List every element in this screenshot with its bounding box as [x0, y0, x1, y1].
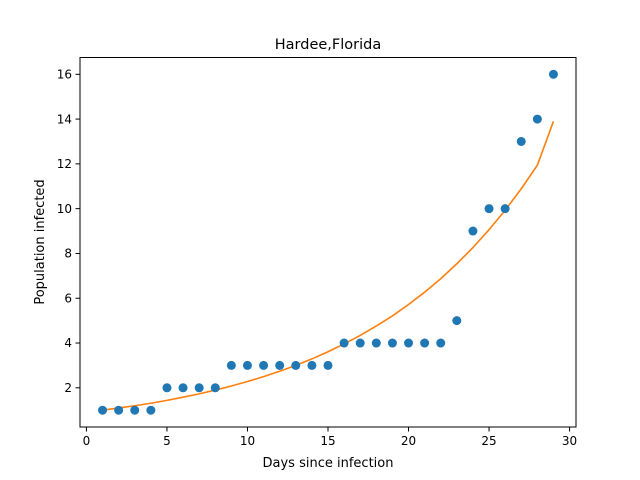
data-point: [468, 226, 478, 236]
data-point: [452, 316, 462, 326]
data-point: [259, 360, 269, 370]
x-tick-label: 30: [562, 434, 577, 448]
data-point: [532, 114, 542, 124]
data-point: [420, 338, 430, 348]
data-point: [178, 383, 188, 393]
data-point: [130, 405, 140, 415]
data-point: [436, 338, 446, 348]
data-point: [194, 383, 204, 393]
data-point: [242, 360, 252, 370]
fit-curve: [102, 121, 555, 411]
y-tick-label: 14: [57, 112, 72, 126]
data-point: [484, 204, 494, 214]
data-point: [339, 338, 349, 348]
data-point: [371, 338, 381, 348]
data-point: [146, 405, 156, 415]
y-tick-label: 6: [64, 291, 72, 305]
data-point: [387, 338, 397, 348]
data-point: [500, 204, 510, 214]
data-point: [323, 360, 333, 370]
data-point: [307, 360, 317, 370]
x-tick-label: 5: [163, 434, 171, 448]
data-point: [548, 69, 558, 79]
data-point: [355, 338, 365, 348]
y-axis-label: Population infected: [33, 179, 48, 304]
x-tick-label: 0: [83, 434, 91, 448]
x-tick-label: 20: [401, 434, 416, 448]
fit-curve-layer: [102, 121, 555, 411]
y-tick-label: 10: [57, 202, 72, 216]
y-tick-label: 8: [64, 247, 72, 261]
y-tick-label: 12: [57, 157, 72, 171]
chart-title: Hardee,Florida: [275, 37, 381, 53]
x-tick-label: 25: [481, 434, 496, 448]
x-axis-label: Days since infection: [263, 456, 394, 471]
x-tick-label: 10: [240, 434, 255, 448]
data-point: [516, 136, 526, 146]
data-point: [404, 338, 414, 348]
data-point: [210, 383, 220, 393]
data-point: [98, 405, 108, 415]
data-points-layer: [98, 69, 558, 415]
x-axis-ticks: 0 5 10 15 20 25 30: [83, 427, 577, 448]
y-axis-ticks: 2 4 6 8 10 12 14 16: [57, 67, 80, 395]
data-point: [226, 360, 236, 370]
y-tick-label: 2: [64, 381, 72, 395]
data-point: [291, 360, 301, 370]
y-tick-label: 16: [57, 67, 72, 81]
y-tick-label: 4: [64, 336, 72, 350]
data-point: [114, 405, 124, 415]
data-point: [162, 383, 172, 393]
x-tick-label: 15: [320, 434, 335, 448]
data-point: [275, 360, 285, 370]
